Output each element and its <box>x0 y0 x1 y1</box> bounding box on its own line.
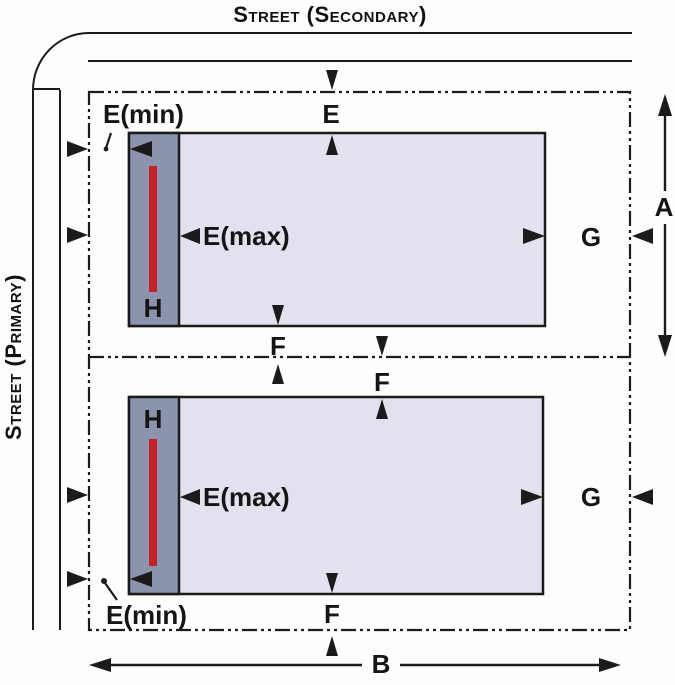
arrow-left-icon <box>632 489 653 505</box>
arrow-left-icon <box>130 141 152 157</box>
dim-label-e-max-lot1: E(max) <box>203 221 290 251</box>
arrow-right-icon <box>599 658 621 672</box>
dimension-b <box>89 658 621 672</box>
dim-label-h-lot1: H <box>143 293 163 323</box>
building-1 <box>127 131 547 328</box>
arrow-left-icon <box>89 658 111 672</box>
arrow-right-icon <box>67 227 88 243</box>
emin-top-leader-dot <box>103 146 109 152</box>
dim-label-f-lot1-rear: F <box>270 331 286 361</box>
street-outer-edge <box>32 32 632 630</box>
arrow-left-icon <box>130 571 152 587</box>
dim-label-e-max-lot2: E(max) <box>203 482 290 512</box>
dim-label-f-lot2-front: F <box>374 367 390 397</box>
arrow-up-icon <box>658 94 672 116</box>
street-lines <box>32 32 632 630</box>
dim-label-h-lot2: H <box>143 404 163 434</box>
setback-arrows <box>67 70 653 656</box>
dim-label-g-lot2: G <box>580 482 602 512</box>
arrow-down-icon <box>326 70 338 90</box>
arrow-down-icon <box>272 305 284 325</box>
building-1-build-to-zone <box>127 131 181 328</box>
emin-top-leader-line <box>104 132 113 149</box>
arrow-up-icon <box>326 135 338 155</box>
building-1-frontage-line <box>149 166 157 292</box>
arrow-up-icon <box>376 399 388 419</box>
dim-label-e-top: E <box>322 99 340 129</box>
building-2-body <box>127 395 545 596</box>
arrow-right-icon <box>67 487 88 503</box>
arrow-up-icon <box>326 636 338 656</box>
emin-leaders <box>101 132 118 601</box>
arrow-down-icon <box>376 336 388 356</box>
dim-label-a: A <box>654 192 674 222</box>
arrow-right-icon <box>521 489 543 505</box>
lot-boundary <box>87 90 632 632</box>
arrow-left-icon <box>180 228 200 244</box>
arrow-right-icon <box>67 141 88 157</box>
building-1-body <box>127 131 547 328</box>
dim-label-e-min-bottom: E(min) <box>106 600 187 630</box>
arrow-down-icon <box>326 573 338 593</box>
dim-label-e-min-top: E(min) <box>103 99 184 129</box>
building-2-frontage-line <box>149 439 157 566</box>
arrow-down-icon <box>658 335 672 357</box>
street-secondary-label: Street (Secondary) <box>233 2 427 27</box>
arrow-left-icon <box>180 489 200 505</box>
emin-bottom-leader-dot <box>101 578 107 584</box>
arrow-left-icon <box>632 228 653 244</box>
dim-label-g-lot1: G <box>580 222 602 252</box>
dim-label-b: B <box>371 649 391 679</box>
arrow-right-icon <box>67 571 88 587</box>
arrow-right-icon <box>523 228 545 244</box>
street-primary-label: Street (Primary) <box>1 274 26 440</box>
dimension-a <box>658 94 672 357</box>
arrow-up-icon <box>272 364 284 384</box>
building-2 <box>127 395 545 596</box>
emin-bottom-leader-line <box>104 582 118 601</box>
dim-label-f-lot2-rear: F <box>324 599 340 629</box>
